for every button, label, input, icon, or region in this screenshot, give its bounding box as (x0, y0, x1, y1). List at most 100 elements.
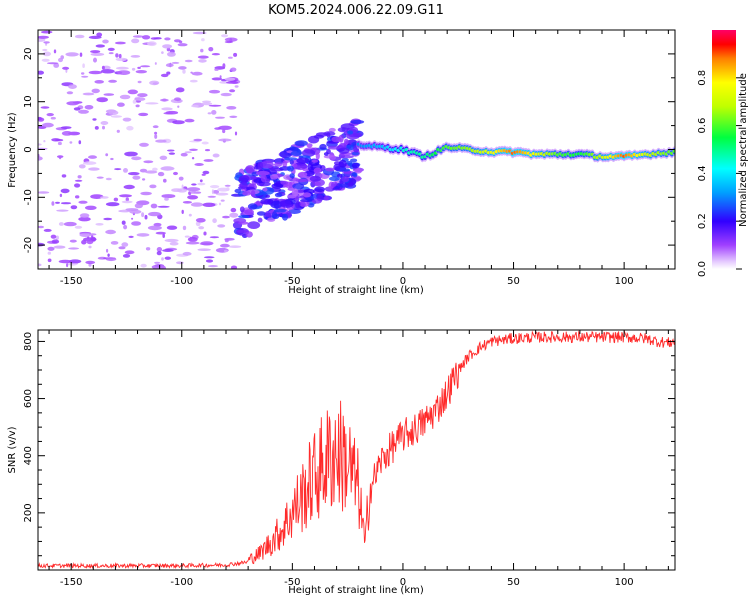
noise-blob (94, 126, 99, 130)
y-tick-label: 200 (23, 503, 34, 522)
noise-blob (102, 39, 109, 44)
noise-blob (164, 197, 169, 201)
noise-blob (121, 220, 126, 225)
transition-blob (267, 217, 276, 222)
transition-blob (341, 176, 350, 183)
noise-blob (224, 40, 234, 44)
transition-blob (300, 164, 308, 169)
noise-blob (160, 166, 175, 171)
noise-blob (175, 87, 185, 93)
transition-blob (238, 215, 250, 219)
noise-blob (230, 207, 237, 213)
transition-blob (337, 127, 349, 133)
noise-blob (229, 115, 238, 119)
noise-blob (73, 107, 81, 111)
noise-blob (103, 93, 115, 96)
transition-blob (338, 159, 347, 168)
noise-blob (38, 70, 44, 75)
noise-blob (190, 71, 193, 74)
noise-blob (218, 202, 222, 206)
noise-blob (224, 238, 229, 243)
noise-blob (77, 175, 82, 179)
noise-blob (124, 250, 135, 255)
noise-blob (182, 201, 192, 204)
noise-blob (207, 265, 219, 268)
transition-blob (256, 171, 270, 176)
noise-blob (152, 82, 159, 85)
transition-blob (274, 192, 283, 198)
noise-blob (205, 149, 210, 152)
noise-blob (119, 94, 131, 100)
transition-blob (347, 130, 354, 135)
noise-blob (66, 263, 69, 268)
y-tick-label: -20 (23, 237, 34, 253)
noise-blob (81, 72, 85, 75)
noise-blob (88, 155, 97, 159)
noise-blob (162, 249, 174, 252)
noise-blob (115, 53, 119, 58)
noise-blob (131, 217, 134, 220)
transition-blob (242, 191, 252, 196)
noise-blob (140, 263, 147, 268)
noise-blob (142, 178, 146, 181)
noise-blob (134, 97, 146, 101)
snr-x-label: Height of straight line (km) (288, 585, 424, 596)
transition-blob (311, 198, 322, 204)
noise-blob (189, 148, 198, 151)
noise-blob (177, 105, 180, 108)
noise-blob (152, 125, 159, 129)
transition-blob (291, 188, 299, 197)
noise-blob (96, 176, 104, 179)
noise-blob (224, 77, 236, 81)
noise-blob (161, 194, 176, 199)
noise-blob (209, 185, 220, 189)
transition-blob (287, 165, 294, 172)
transition-blob (245, 231, 253, 238)
noise-blob (122, 254, 131, 258)
noise-blob (118, 53, 122, 59)
noise-blob (88, 263, 92, 267)
noise-blob (110, 241, 119, 245)
noise-blob (148, 211, 161, 217)
noise-blob (121, 242, 129, 247)
noise-blob (145, 247, 151, 251)
noise-blob (205, 259, 214, 263)
noise-blob (40, 106, 50, 109)
transition-blob (354, 167, 363, 174)
noise-blob (38, 143, 42, 146)
transition-blob (347, 182, 354, 187)
noise-blob (108, 52, 114, 55)
noise-blob (144, 170, 158, 174)
transition-blob (314, 181, 321, 186)
noise-blob (157, 171, 165, 177)
noise-blob (214, 68, 219, 71)
noise-blob (163, 178, 167, 183)
noise-blob (208, 47, 214, 52)
noise-blob (187, 237, 198, 242)
y-tick-label: 10 (23, 95, 34, 108)
noise-blob (38, 225, 44, 229)
noise-blob (113, 197, 119, 202)
transition-blob (313, 167, 322, 174)
noise-blob (200, 48, 204, 53)
x-tick-label: -100 (170, 276, 193, 287)
noise-blob (53, 63, 60, 68)
noise-blob (217, 224, 226, 228)
transition-blob (273, 162, 283, 167)
noise-blob (38, 191, 50, 194)
noise-blob (58, 259, 72, 264)
colorbar-tick-label: 0.6 (697, 118, 708, 134)
transition-blob (305, 197, 315, 201)
noise-blob (171, 61, 180, 64)
noise-blob (132, 175, 141, 180)
noise-blob (160, 98, 169, 102)
noise-blob (190, 202, 204, 207)
noise-blob (96, 97, 108, 103)
noise-blob (208, 89, 221, 94)
colorbar-tick-label: 0.2 (697, 213, 708, 229)
noise-blob (229, 89, 236, 93)
noise-blob (201, 141, 209, 145)
x-tick-label: 100 (615, 577, 634, 588)
noise-blob (63, 221, 77, 227)
noise-blob (88, 245, 92, 249)
